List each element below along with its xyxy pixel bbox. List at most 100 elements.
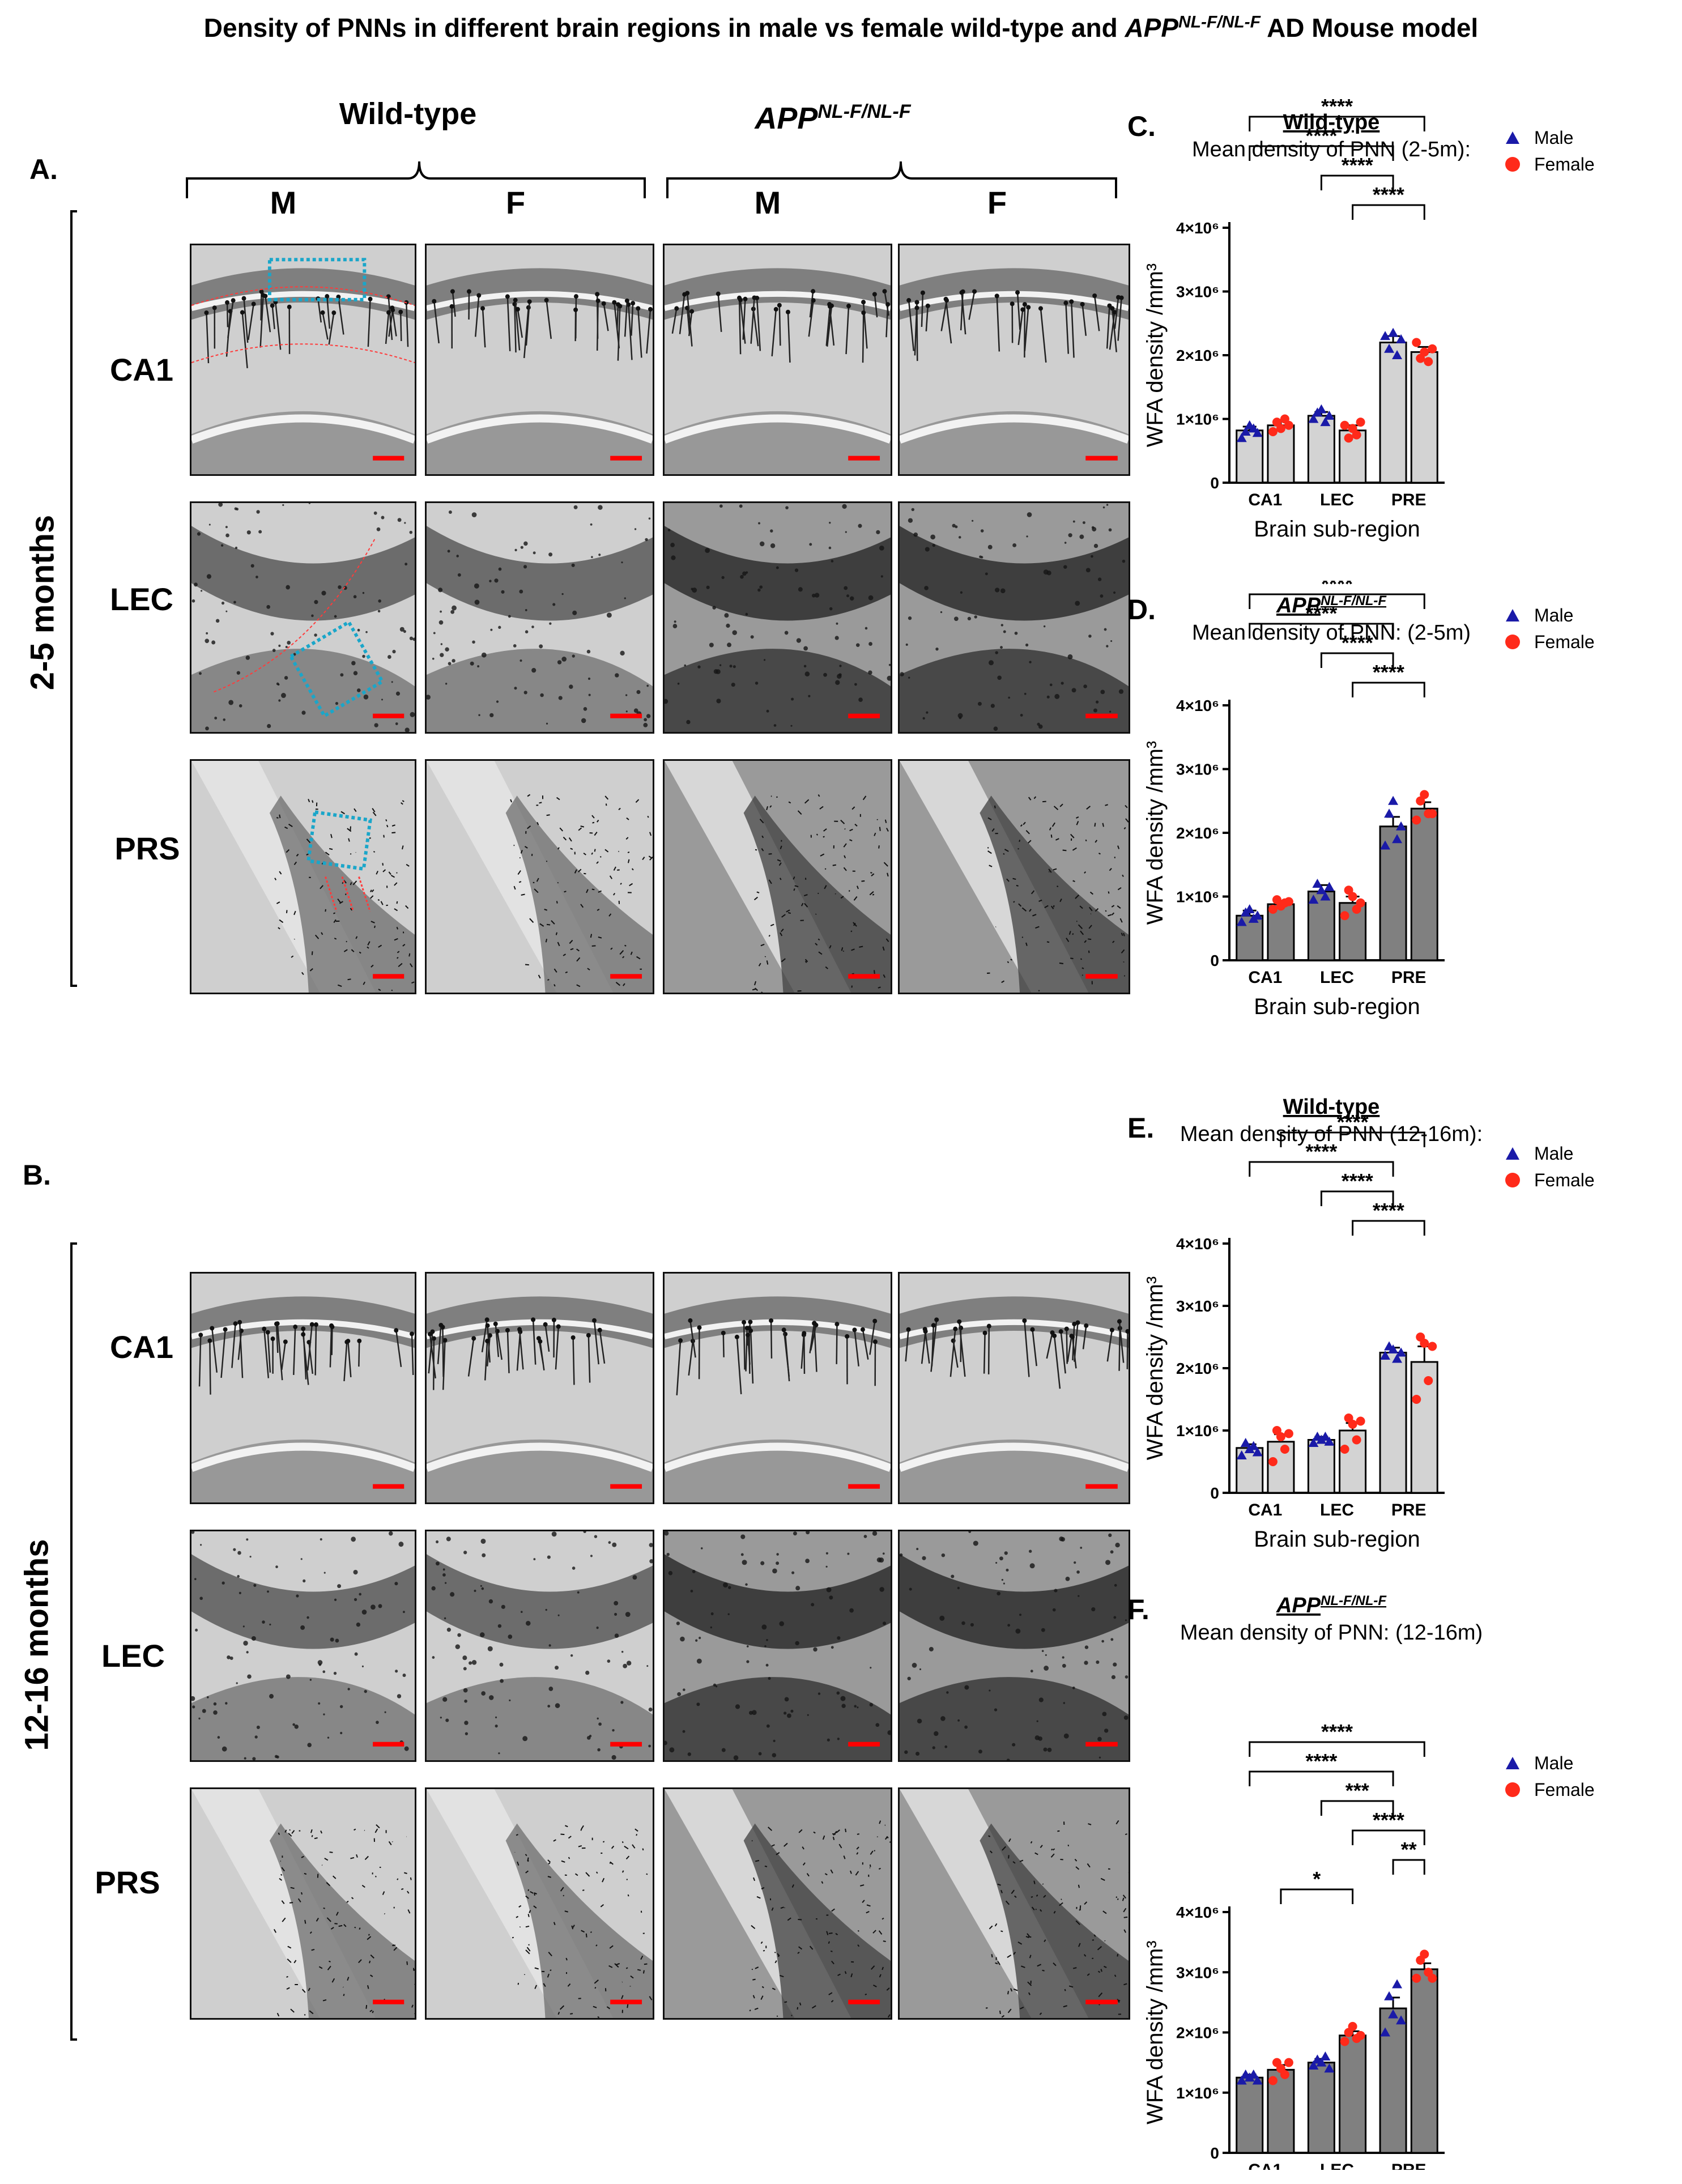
chart-d-ytick-label: 0 xyxy=(1210,952,1219,969)
chart-e-point-male xyxy=(1240,1438,1251,1447)
chart-f: F. APPNL-F/NL-F Mean density of PNN: (12-… xyxy=(1127,1581,1615,2170)
chart-d-point-male xyxy=(1244,904,1255,913)
sex-label-app-f: F xyxy=(987,185,1007,220)
chart-d-legend-male: Male xyxy=(1534,605,1573,625)
chart-f-svg: APPNL-F/NL-F Mean density of PNN: (12-16m… xyxy=(1143,1593,1595,2170)
chart-c-xlabel: Brain sub-region xyxy=(1254,517,1420,542)
chart-d-sig-bracket xyxy=(1249,593,1425,609)
chart-c-point-male xyxy=(1324,410,1335,420)
chart-f-point-female xyxy=(1420,1949,1429,1959)
micrograph-ca1-young-app-f xyxy=(898,244,1130,476)
chart-d-xtick-label: CA1 xyxy=(1248,968,1282,987)
chart-c-title-main: Wild-type xyxy=(1283,110,1380,134)
chart-d-ylabel: WFA density /mm³ xyxy=(1143,741,1168,925)
chart-d-legend-male-marker xyxy=(1506,609,1519,621)
chart-e-point-female xyxy=(1280,1445,1289,1454)
chart-c-point-female xyxy=(1424,357,1433,367)
micrograph-ca1-old-app-m xyxy=(663,1272,892,1504)
chart-e-point-male xyxy=(1252,1447,1263,1457)
chart-c-point-female xyxy=(1344,433,1353,443)
chart-f-point-male xyxy=(1380,2027,1391,2037)
chart-d-errorbar xyxy=(1386,816,1400,827)
chart-e-legend-male-marker xyxy=(1506,1147,1519,1160)
chart-c-point-male xyxy=(1396,334,1407,343)
chart-c-point-female xyxy=(1352,430,1361,440)
chart-d-ytick-label: 2×10⁶ xyxy=(1176,824,1219,842)
chart-c-ylabel: WFA density /mm³ xyxy=(1143,263,1168,448)
chart-f-sig-label: **** xyxy=(1305,1749,1337,1773)
chart-f-sig-label: **** xyxy=(1373,1808,1404,1832)
chart-e-point-male xyxy=(1236,1450,1247,1459)
age-label-old: 12-16 months xyxy=(18,1539,56,1751)
chart-f-legend-female-marker xyxy=(1505,1782,1520,1797)
age-brackets xyxy=(70,210,77,2041)
chart-c-point-female xyxy=(1428,344,1437,354)
micrograph-lec-old-app-m xyxy=(663,1530,892,1762)
micrograph-ca1-old-wt-m xyxy=(190,1272,416,1504)
panel-letter-d: D. xyxy=(1127,594,1156,625)
chart-c-ytick-label: 3×10⁶ xyxy=(1176,283,1219,301)
chart-d-bar-pre-female xyxy=(1410,807,1438,961)
chart-c-point-female xyxy=(1420,347,1429,357)
micrograph-ca1-old-app-f xyxy=(898,1272,1130,1504)
chart-f-ytick-label: 0 xyxy=(1210,2144,1219,2162)
chart-f-xtick-label: LEC xyxy=(1320,2161,1354,2170)
chart-d-ytick-label: 1×10⁶ xyxy=(1176,888,1219,906)
chart-f-point-female xyxy=(1412,1973,1421,1983)
chart-c-ytick-label: 2×10⁶ xyxy=(1176,347,1219,364)
chart-e-point-female xyxy=(1428,1342,1437,1351)
chart-f-ylabel: WFA density /mm³ xyxy=(1143,1940,1168,2125)
chart-d-point-male xyxy=(1380,840,1391,850)
chart-c-point-male xyxy=(1316,404,1327,414)
chart-e-point-female xyxy=(1420,1339,1429,1348)
chart-e-sig-bracket xyxy=(1352,1220,1425,1236)
micrograph-lec-young-wt-m xyxy=(190,501,416,734)
chart-f-point-male xyxy=(1384,1991,1395,2000)
micrograph-prs-old-wt-f xyxy=(425,1787,654,2020)
chart-d-legend-female-marker xyxy=(1505,635,1520,649)
chart-e-point-female xyxy=(1412,1395,1421,1404)
chart-c-bar-pre-female xyxy=(1410,351,1438,484)
chart-c-point-male xyxy=(1308,414,1319,423)
chart-e-point-male xyxy=(1388,1344,1399,1353)
chart-e-legend-male: Male xyxy=(1534,1143,1573,1164)
chart-f-bar-pre-female xyxy=(1410,1968,1438,2154)
chart-c-point-female xyxy=(1268,427,1278,436)
chart-e-bar-pre-male xyxy=(1379,1352,1407,1494)
chart-f-sig-bracket xyxy=(1320,1800,1394,1816)
chart-f-sig-bracket xyxy=(1280,1888,1354,1904)
chart-c-xtick-label: CA1 xyxy=(1248,491,1282,509)
chart-f-point-male xyxy=(1248,2069,1259,2079)
row-label-lec-old: LEC xyxy=(101,1638,165,1674)
sex-label-wt-m: M xyxy=(270,185,297,220)
chart-e-ytick-label: 4×10⁶ xyxy=(1176,1235,1219,1253)
chart-e-sig-bracket xyxy=(1280,1131,1425,1147)
chart-c-legend-male-marker xyxy=(1506,131,1519,144)
chart-f-bar-lec-female xyxy=(1339,2034,1367,2154)
chart-f-point-male xyxy=(1320,2051,1331,2060)
chart-c-bar-lec-male xyxy=(1307,415,1335,484)
chart-c-ytick-label: 4×10⁶ xyxy=(1176,219,1219,237)
chart-e-xtick-label: PRE xyxy=(1391,1501,1426,1519)
chart-d-point-male xyxy=(1392,834,1403,844)
chart-e-sig-bracket xyxy=(1249,1161,1394,1177)
chart-c-point-female xyxy=(1356,418,1365,427)
chart-e-xtick-label: CA1 xyxy=(1248,1501,1282,1519)
chart-c-point-male xyxy=(1392,350,1403,359)
chart-e-legend-female: Female xyxy=(1534,1170,1595,1190)
chart-c-point-male xyxy=(1384,343,1395,353)
chart-f-point-female xyxy=(1428,1973,1437,1983)
micrograph-lec-old-app-f xyxy=(898,1530,1130,1762)
chart-f-sig-label: ** xyxy=(1401,1838,1417,1861)
chart-d-point-female xyxy=(1412,815,1421,825)
chart-e-sig-label: **** xyxy=(1305,1140,1337,1163)
row-label-prs-old: PRS xyxy=(95,1864,160,1900)
chart-d-point-male xyxy=(1312,879,1323,888)
age-label-young: 2-5 months xyxy=(24,514,61,691)
chart-c-point-female xyxy=(1340,420,1349,430)
chart-d-sig-label: **** xyxy=(1321,581,1353,595)
chart-d-legend-female: Female xyxy=(1534,632,1595,652)
micrograph-prs-old-wt-m xyxy=(190,1787,416,2020)
chart-f-bar-pre-male xyxy=(1379,2007,1407,2154)
panel-letter-e: E. xyxy=(1127,1112,1155,1144)
